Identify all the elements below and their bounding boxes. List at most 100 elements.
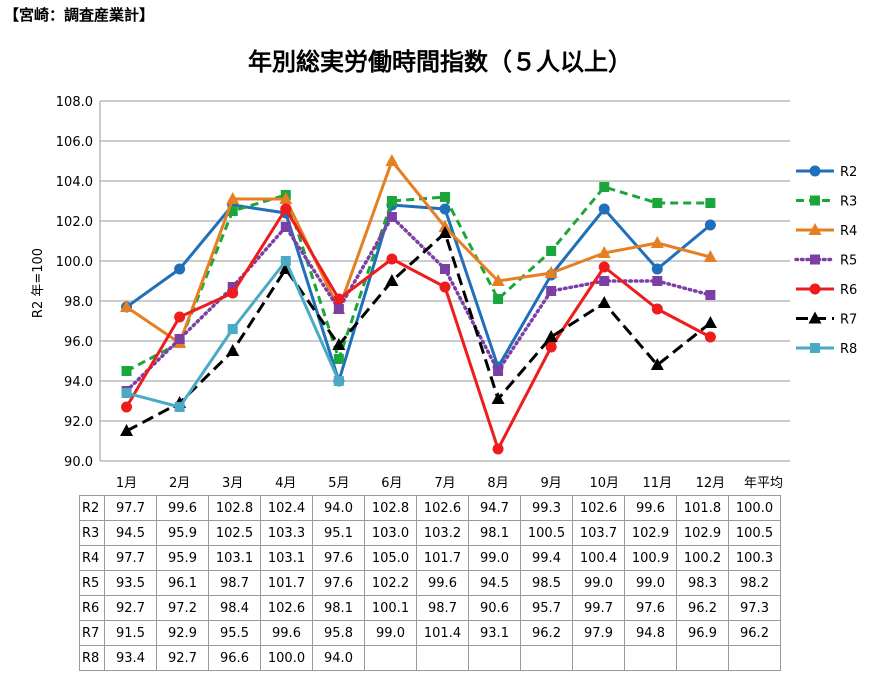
x-tick-label: 12月 xyxy=(696,476,726,491)
data-point xyxy=(546,246,557,256)
table-cell: 92.7 xyxy=(104,595,157,621)
table-cell: 102.6 xyxy=(572,495,625,521)
table-cell: 105.0 xyxy=(364,545,417,571)
table-cell: 93.5 xyxy=(104,570,157,596)
table-cell: 94.0 xyxy=(312,495,365,521)
x-tick-label: 2月 xyxy=(169,476,190,491)
table-cell: 100.3 xyxy=(728,545,781,571)
series-r8 xyxy=(121,256,344,412)
table-cell xyxy=(468,645,521,671)
data-point xyxy=(703,250,717,262)
y-tick-label: 94.0 xyxy=(64,375,93,390)
series-line xyxy=(125,159,711,345)
data-point xyxy=(386,196,397,206)
y-tick-label: 90.0 xyxy=(64,455,93,470)
table-cell: 99.0 xyxy=(572,570,625,596)
table-cell: 102.6 xyxy=(416,495,469,521)
y-tick-label: 96.0 xyxy=(64,335,93,350)
source-label: 【宮崎：調査産業計】 xyxy=(4,6,155,24)
data-point xyxy=(546,286,557,296)
table-cell: 98.7 xyxy=(208,570,261,596)
x-tick-label: 6月 xyxy=(381,476,402,491)
table-cell: 96.2 xyxy=(728,620,781,646)
x-tick-label: 年平均 xyxy=(744,476,783,491)
data-point xyxy=(810,195,820,206)
x-tick-label: 5月 xyxy=(328,476,349,491)
legend-label: R2 xyxy=(840,165,857,180)
x-axis-ticks: 1月 2月 3月 4月 5月 6月 7月 8月 9月 10月 11月 12月 年平均 xyxy=(116,476,783,491)
data-point xyxy=(174,334,185,344)
legend-item-r2: R2 xyxy=(796,165,857,180)
table-cell: 99.6 xyxy=(624,495,677,521)
table-cell: 97.6 xyxy=(624,595,677,621)
table-row: R2 97.7 99.6 102.8 102.4 94.0 102.8 102.6 94.7 99… xyxy=(79,495,781,521)
table-cell: 99.3 xyxy=(520,495,573,521)
table-cell: 102.6 xyxy=(260,595,313,621)
data-point xyxy=(121,366,132,376)
table-cell: 100.1 xyxy=(364,595,417,621)
legend-label: R5 xyxy=(840,254,857,269)
table-cell: 94.5 xyxy=(468,570,521,596)
data-point xyxy=(226,344,240,356)
data-point xyxy=(386,212,397,222)
data-point xyxy=(280,222,291,232)
data-point xyxy=(808,311,822,324)
table-cell: 95.7 xyxy=(520,595,573,621)
y-tick-label: 100.0 xyxy=(56,255,93,270)
series-line xyxy=(125,203,712,383)
table-cell: 91.5 xyxy=(104,620,157,646)
gridlines xyxy=(99,100,790,462)
row-label: R2 xyxy=(79,495,105,521)
data-point xyxy=(333,293,345,305)
data-point xyxy=(121,401,133,413)
data-point xyxy=(440,192,450,202)
data-point xyxy=(705,290,716,300)
y-tick-label: 98.0 xyxy=(64,295,93,310)
table-cell: 95.9 xyxy=(156,520,209,546)
data-point xyxy=(227,287,239,299)
table-cell: 102.8 xyxy=(364,495,417,521)
data-point xyxy=(333,354,344,364)
table-cell: 102.2 xyxy=(364,570,417,596)
data-point xyxy=(491,392,505,404)
data-point xyxy=(492,443,504,455)
table-cell: 98.1 xyxy=(312,595,365,621)
data-point xyxy=(544,266,558,278)
table-cell: 97.3 xyxy=(728,595,781,621)
x-tick-label: 7月 xyxy=(434,476,455,491)
data-point xyxy=(544,330,558,342)
data-point xyxy=(385,154,399,166)
y-axis-ticks: 90.0 92.0 94.0 96.0 98.0 100.0 102.0 104.0 106.0… xyxy=(56,95,93,470)
legend-label: R7 xyxy=(840,313,857,328)
table-cell: 100.2 xyxy=(676,545,729,571)
data-point xyxy=(332,338,346,350)
table-cell: 102.9 xyxy=(624,520,677,546)
data-point xyxy=(705,198,716,208)
series-line xyxy=(125,207,712,451)
data-point xyxy=(333,304,344,314)
table-row: R7 91.5 92.9 95.5 99.6 95.8 99.0 101.4 93.1 96.2 9… xyxy=(79,620,781,646)
legend-item-r3: R3 xyxy=(796,195,857,210)
x-tick-label: 11月 xyxy=(643,476,673,491)
series-r4 xyxy=(120,154,717,348)
data-point xyxy=(597,246,611,258)
table-cell xyxy=(364,645,417,671)
data-point xyxy=(438,226,452,238)
table-cell: 97.6 xyxy=(312,570,365,596)
table-cell: 96.9 xyxy=(676,620,729,646)
data-point xyxy=(280,203,292,215)
table-cell: 102.8 xyxy=(208,495,261,521)
data-point xyxy=(174,402,185,412)
line-chart: 年別総実労働時間指数（５人以上） R2 年=100 90.0 92.0 94.0 96… xyxy=(31,48,857,491)
data-point xyxy=(227,324,238,334)
table-cell: 99.0 xyxy=(364,620,417,646)
table-cell: 102.9 xyxy=(676,520,729,546)
y-tick-label: 106.0 xyxy=(56,135,93,150)
table-cell: 94.5 xyxy=(104,520,157,546)
x-tick-label: 3月 xyxy=(222,476,243,491)
y-axis-label: R2 年=100 xyxy=(31,248,46,318)
data-point xyxy=(651,263,663,275)
table-cell: 98.5 xyxy=(520,570,573,596)
data-point xyxy=(493,366,504,376)
data-point xyxy=(599,276,610,286)
